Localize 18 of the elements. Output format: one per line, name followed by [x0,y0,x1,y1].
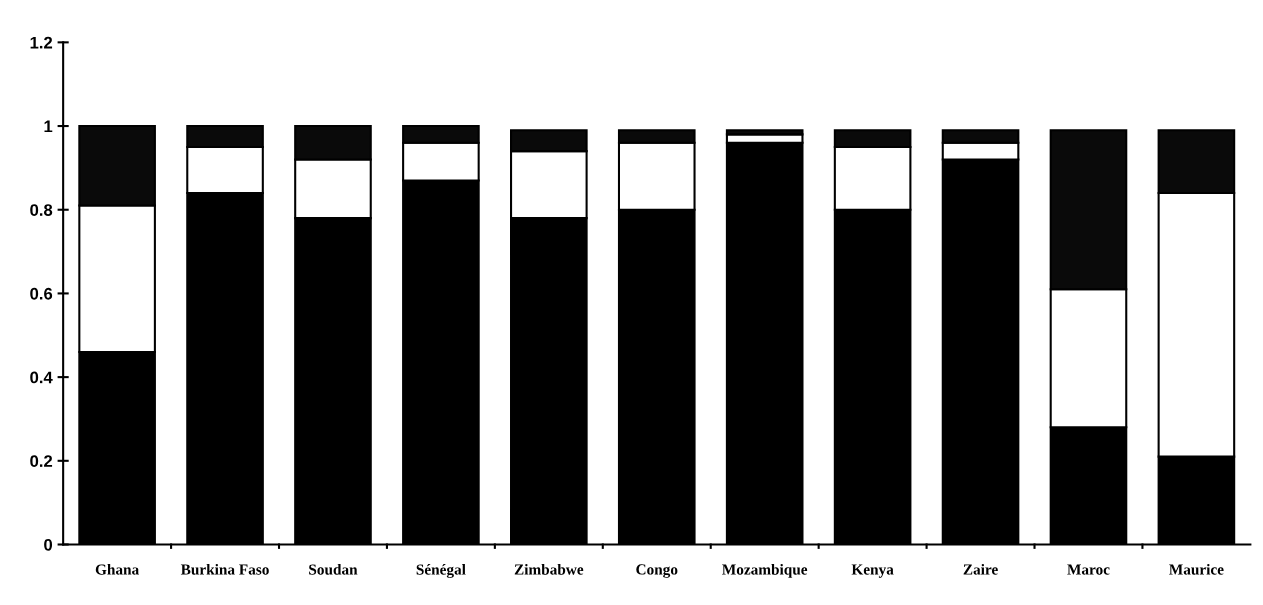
x-tick-label: Zimbabwe [514,563,584,575]
x-tick-label: Burkina Faso [180,563,269,575]
x-tick-label: Maurice [1169,563,1224,575]
x-tick-label: Zaire [963,563,998,575]
y-tick-label: 1.2 [30,36,53,49]
x-tick-label: Soudan [309,563,358,575]
x-tick-label: Ghana [95,563,139,575]
x-tick-label: Kenya [851,564,894,578]
y-tick-label: 0 [44,538,53,551]
x-tick-label: Sénégal [416,563,466,578]
x-tick-label: Mozambique [722,563,808,578]
y-tick-label: 0.2 [30,455,53,468]
y-tick-label: 0.6 [30,287,53,300]
x-tick-label: Congo [636,564,678,578]
y-tick-label: 1 [44,120,53,133]
y-tick-label: 0.4 [30,371,53,384]
y-tick-label: 0.8 [30,204,53,216]
x-tick-label: Maroc [1067,564,1110,575]
